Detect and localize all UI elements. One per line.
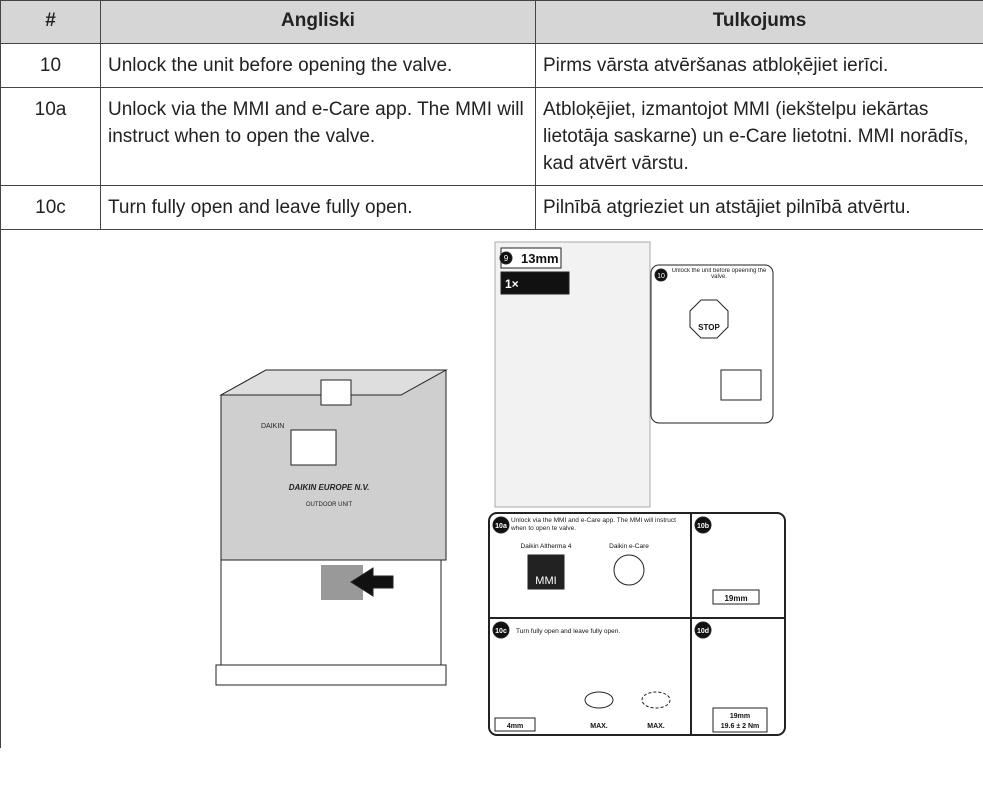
stop-label: STOP [698, 323, 720, 332]
cell: Pilnībā atgrieziet un atstājiet pilnībā … [535, 185, 983, 230]
model-label: OUTDOOR UNIT [306, 502, 353, 508]
max-label: MAX. [647, 723, 665, 730]
header-cell: Tulkojums [535, 0, 983, 44]
step-badge: 10b [697, 523, 709, 530]
step-badge: 9 [504, 254, 509, 263]
step-note: Turn fully open and leave fully open. [516, 628, 620, 635]
header-cell: # [0, 0, 101, 44]
cell: Atbloķējiet, izmantojot MMI (iekštelpu i… [535, 87, 983, 186]
illustration: DAIKIN DAIKIN EUROPE N.V. OUTDOOR UNIT 9… [215, 241, 786, 736]
header-row: # Angliski Tulkojums [0, 0, 983, 44]
header-cell: Angliski [100, 0, 536, 44]
cell: 10 [0, 43, 101, 88]
figure-row: DAIKIN DAIKIN EUROPE N.V. OUTDOOR UNIT 9… [0, 229, 983, 748]
step-badge: 10d [697, 628, 709, 635]
step-grid: 10a Unlock via the MMI and e-Care app. T… [488, 512, 786, 736]
cell: 10c [0, 185, 101, 230]
unit-drawing: DAIKIN DAIKIN EUROPE N.V. OUTDOOR UNIT [215, 369, 448, 686]
step-badge: 10c [495, 628, 507, 635]
cell: Unlock via the MMI and e-Care app. The M… [100, 87, 536, 186]
mmi-label: MMI [535, 575, 556, 587]
caption: Daikin Altherma 4 [521, 543, 572, 550]
cell: 10a [0, 87, 101, 186]
step-badge: 10 [657, 273, 665, 280]
row: 10c Turn fully open and leave fully open.… [0, 185, 983, 230]
step-badge: 10a [495, 523, 507, 530]
torque-label: 19.6 ± 2 Nm [721, 723, 759, 730]
step-note: Unlock the unit before opeening the valv… [671, 268, 767, 280]
figure-cell: DAIKIN DAIKIN EUROPE N.V. OUTDOOR UNIT 9… [0, 229, 983, 748]
row: 10 Unlock the unit before opening the val… [0, 43, 983, 88]
cell: Unlock the unit before opening the valve… [100, 43, 536, 88]
translation-table: # Angliski Tulkojums 10 Unlock the unit b… [0, 0, 983, 748]
brand-label: DAIKIN [261, 423, 284, 430]
step-panel-top: 9 13mm 1× 10 Unlock the unit before opee… [494, 241, 774, 508]
row: 10a Unlock via the MMI and e-Care app. Th… [0, 87, 983, 186]
max-label: MAX. [590, 723, 608, 730]
tool-label: 19mm [724, 594, 747, 603]
tool-label: 13mm [521, 251, 559, 266]
cell: Turn fully open and leave fully open. [100, 185, 536, 230]
tool-label: 19mm [730, 713, 750, 720]
step-note: Unlock via the MMI and e-Care app. The M… [511, 517, 676, 532]
count-label: 1× [505, 277, 519, 291]
maker-label: DAIKIN EUROPE N.V. [289, 483, 370, 492]
tool-label: 4mm [507, 723, 523, 730]
caption: Daikin e-Care [609, 543, 649, 550]
cell: Pirms vārsta atvēršanas atbloķējiet ierī… [535, 43, 983, 88]
